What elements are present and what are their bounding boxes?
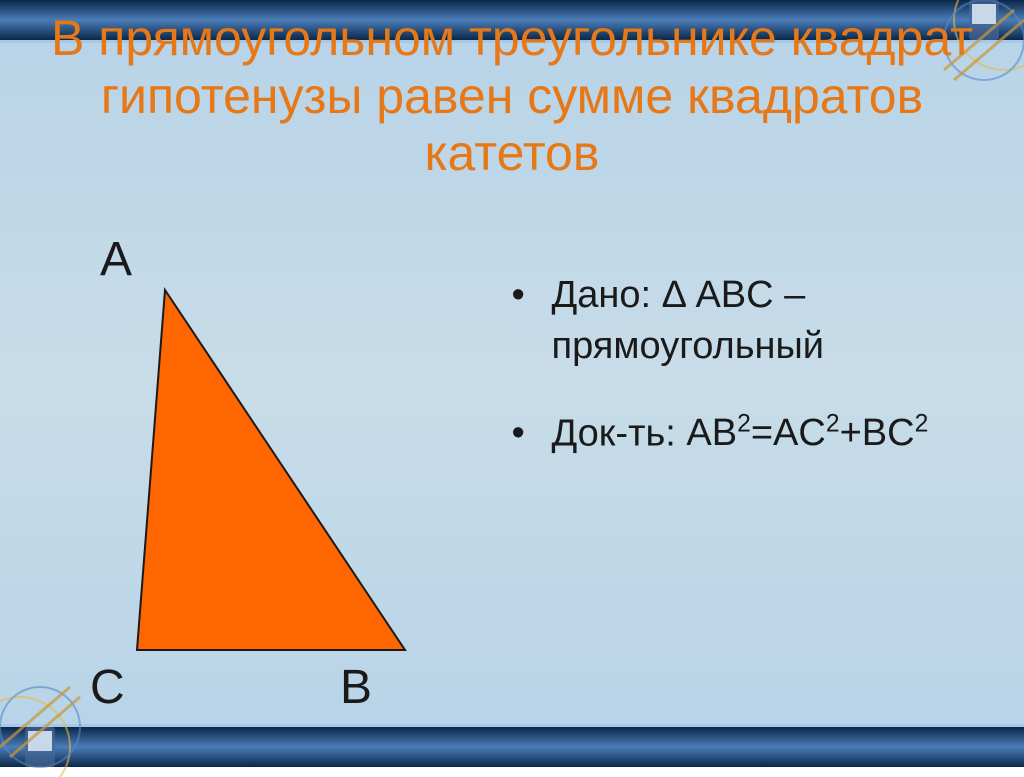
corner-decoration-bottom-left [0,657,110,777]
text-content: Дано: Δ ABC – прямоугольный Док-ть: AB2=… [492,210,1024,730]
vertex-label-b: B [340,660,372,715]
given-prefix: Дано: Δ ABC – [552,274,806,316]
prove-prefix: Док-ть: [552,412,687,454]
prove-formula: AB2=AC2+BC2 [686,412,928,454]
content-area: A B C Дано: Δ ABC – прямоугольный Док-ть… [0,210,1024,730]
prove-statement: Док-ть: AB2=AC2+BC2 [492,408,984,460]
given-suffix: прямоугольный [552,325,825,367]
slide-frame: В прямоугольном треугольнике квадрат гип… [0,0,1024,767]
slide-title: В прямоугольном треугольнике квадрат гип… [0,10,1024,183]
vertex-label-a: A [100,232,132,287]
border-bottom [0,727,1024,767]
triangle-svg [125,280,425,670]
given-statement: Дано: Δ ABC – прямоугольный [492,270,984,373]
triangle-diagram: A B C [0,210,492,730]
